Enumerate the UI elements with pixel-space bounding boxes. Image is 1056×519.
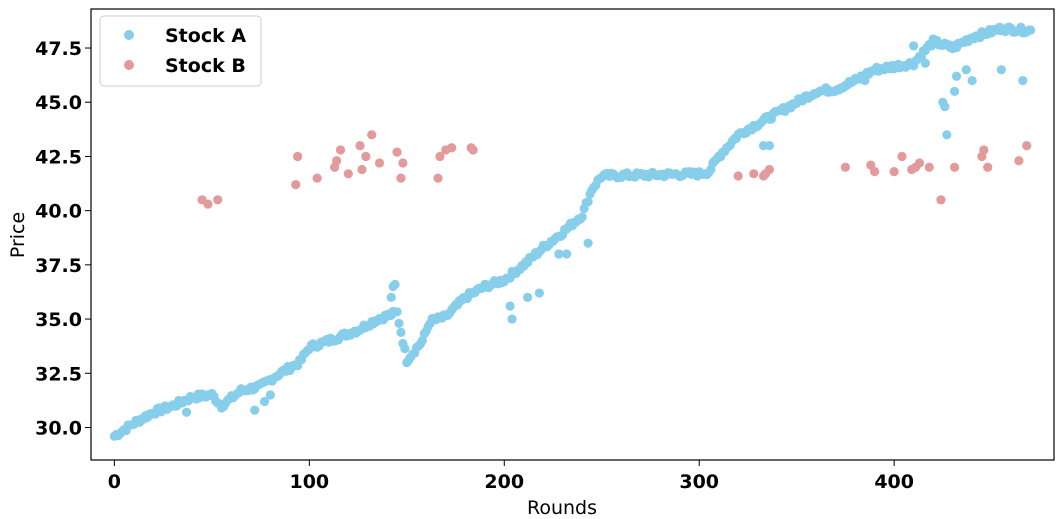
point-stock-b (293, 151, 303, 162)
point-stock-b (870, 167, 880, 177)
point-stock-b (914, 158, 925, 168)
point-stock-b (335, 145, 346, 155)
point-stock-a (583, 197, 593, 207)
point-stock-a (534, 288, 544, 298)
point-stock-a (996, 65, 1006, 75)
point-stock-b (979, 145, 989, 155)
point-stock-b (332, 156, 342, 166)
point-stock-b (291, 180, 301, 190)
legend-marker-stock-a (124, 30, 134, 40)
point-stock-b (1014, 156, 1024, 166)
x-axis-ticks: 0 100 200 300 400 (108, 460, 914, 493)
legend: Stock A Stock B (99, 15, 262, 87)
x-tick-label: 0 (108, 471, 121, 493)
point-stock-b (213, 195, 223, 205)
point-stock-b (924, 162, 934, 172)
point-stock-a (250, 405, 260, 415)
y-tick-label: 40.0 (35, 201, 82, 223)
point-stock-b (733, 171, 743, 181)
point-stock-b (392, 147, 402, 157)
point-stock-b (367, 130, 377, 140)
y-tick-label: 32.5 (35, 363, 82, 385)
point-stock-b (468, 145, 478, 155)
point-stock-a (909, 41, 919, 51)
point-stock-a (554, 249, 564, 259)
y-tick-label: 45.0 (35, 92, 82, 114)
points-layer (109, 22, 1036, 441)
point-stock-a (181, 407, 192, 417)
point-stock-b (433, 173, 443, 183)
point-stock-a (920, 58, 930, 68)
point-stock-a (1026, 25, 1036, 35)
point-stock-b (889, 167, 899, 177)
point-stock-a (400, 344, 410, 354)
point-stock-a (1018, 75, 1028, 86)
point-stock-a (961, 65, 971, 75)
x-tick-label: 200 (484, 471, 524, 493)
point-stock-b (447, 143, 457, 153)
y-tick-label: 42.5 (35, 146, 82, 168)
legend-label-stock-b: Stock B (165, 55, 246, 77)
legend-marker-stock-b (124, 60, 134, 70)
point-stock-a (392, 307, 402, 317)
point-stock-b (435, 151, 445, 162)
point-stock-a (942, 130, 952, 140)
point-stock-b (936, 195, 946, 205)
point-stock-a (577, 212, 587, 222)
y-axis-label: Price (7, 212, 29, 258)
y-axis-ticks: 30.0 32.5 35.0 37.5 40.0 42.5 45.0 47.5 (35, 38, 91, 439)
point-stock-b (361, 151, 371, 162)
point-stock-a (940, 101, 950, 112)
point-stock-b (355, 141, 365, 151)
point-stock-a (259, 396, 270, 407)
point-stock-a (764, 141, 774, 151)
point-stock-a (386, 292, 396, 302)
x-axis-label: Rounds (527, 497, 597, 519)
point-stock-b (840, 162, 851, 172)
point-stock-b (312, 173, 322, 183)
point-stock-a (396, 327, 406, 337)
point-stock-b (398, 158, 408, 168)
x-tick-label: 300 (679, 471, 719, 493)
y-tick-label: 37.5 (35, 255, 82, 277)
legend-label-stock-a: Stock A (165, 25, 246, 47)
point-stock-a (265, 390, 275, 400)
point-stock-a (507, 314, 517, 324)
point-stock-b (949, 162, 960, 172)
y-tick-label: 30.0 (35, 417, 82, 439)
point-stock-a (394, 318, 404, 328)
point-stock-a (562, 249, 572, 259)
x-tick-label: 400 (874, 471, 914, 493)
legend-box (99, 15, 262, 87)
point-stock-b (764, 164, 774, 175)
point-stock-b (343, 169, 353, 179)
point-stock-b (374, 158, 385, 168)
point-stock-b (983, 162, 993, 172)
point-stock-b (749, 169, 759, 179)
point-stock-a (390, 279, 400, 289)
point-stock-a (951, 71, 962, 81)
point-stock-b (357, 164, 367, 175)
point-stock-a (967, 75, 977, 86)
y-tick-label: 47.5 (35, 38, 82, 60)
point-stock-a (583, 238, 593, 248)
point-stock-a (860, 75, 870, 86)
point-stock-b (897, 151, 907, 162)
point-stock-a (523, 292, 533, 302)
x-tick-label: 100 (289, 471, 329, 493)
point-stock-b (1022, 141, 1032, 151)
point-stock-b (203, 199, 213, 209)
y-tick-label: 35.0 (35, 309, 82, 331)
point-stock-a (949, 86, 960, 96)
point-stock-a (505, 301, 515, 311)
point-stock-b (396, 173, 406, 183)
